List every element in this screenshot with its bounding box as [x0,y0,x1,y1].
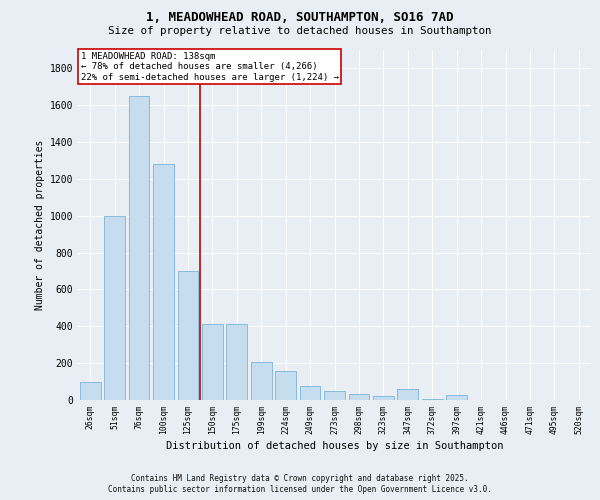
Bar [299,386,320,400]
Bar [202,324,223,400]
Y-axis label: Number of detached properties: Number of detached properties [35,140,46,310]
Bar [446,396,467,400]
Bar [349,394,370,400]
Bar [422,399,443,400]
Bar [251,362,272,400]
Bar [373,396,394,400]
X-axis label: Distribution of detached houses by size in Southampton: Distribution of detached houses by size … [166,441,503,451]
Bar [178,271,199,400]
Bar [80,382,101,400]
Bar [153,164,174,400]
Text: 1 MEADOWHEAD ROAD: 138sqm
← 78% of detached houses are smaller (4,266)
22% of se: 1 MEADOWHEAD ROAD: 138sqm ← 78% of detac… [80,52,338,82]
Bar [104,216,125,400]
Bar [397,389,418,400]
Bar [275,372,296,400]
Bar [226,324,247,400]
Text: Size of property relative to detached houses in Southampton: Size of property relative to detached ho… [108,26,492,36]
Text: Contains HM Land Registry data © Crown copyright and database right 2025.
Contai: Contains HM Land Registry data © Crown c… [108,474,492,494]
Text: 1, MEADOWHEAD ROAD, SOUTHAMPTON, SO16 7AD: 1, MEADOWHEAD ROAD, SOUTHAMPTON, SO16 7A… [146,11,454,24]
Bar [128,96,149,400]
Bar [324,391,345,400]
